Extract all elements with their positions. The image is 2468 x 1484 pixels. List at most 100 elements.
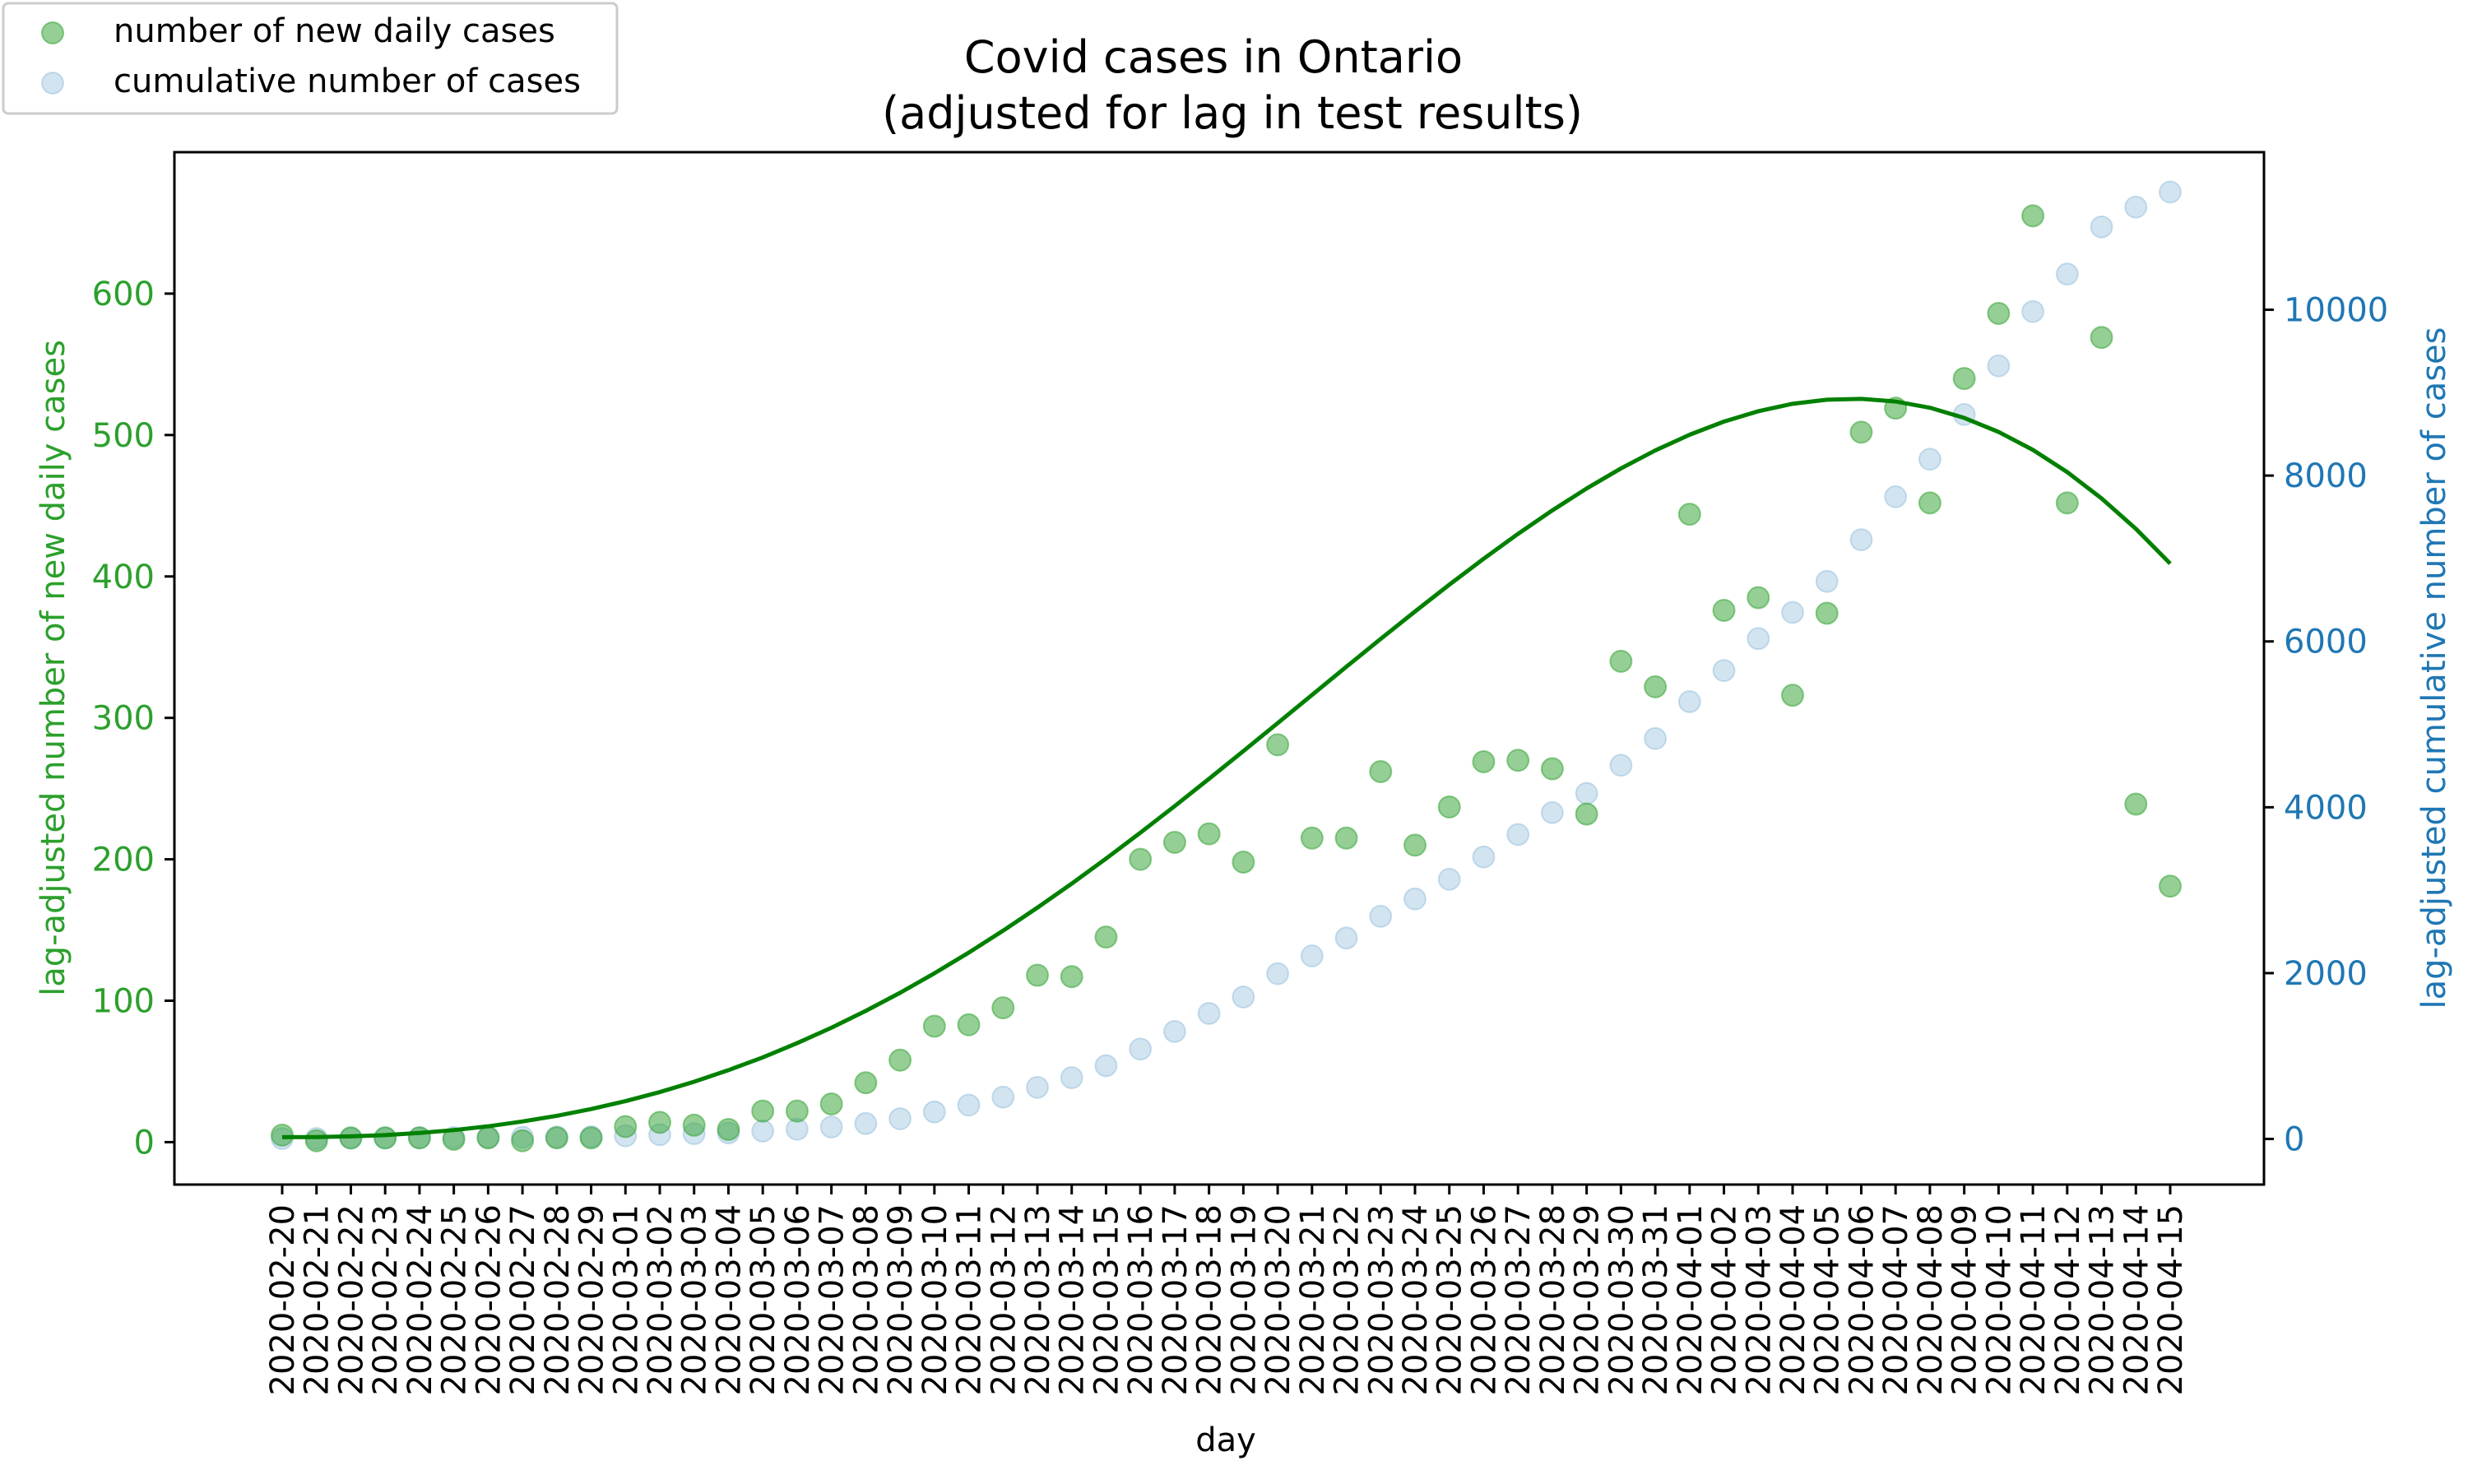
new-daily-cases-point [2021,204,2045,228]
x-axis-tick-label: 2020-03-25 [1431,1204,1469,1395]
new-daily-cases-point [1609,649,1633,673]
trend-line [281,397,2172,1139]
new-daily-cases-point [1575,802,1598,826]
cumulative-cases-point [1026,1075,1049,1099]
chart-title: Covid cases in Ontario [964,31,1463,83]
x-axis-tick-label: 2020-02-28 [539,1204,577,1395]
plot-marks [271,180,2182,1152]
new-daily-cases-point [476,1126,500,1150]
x-axis-tick-label: 2020-02-22 [332,1204,370,1395]
new-daily-cases-point [1987,301,2011,325]
new-daily-cases-point [373,1126,397,1150]
x-axis-tick-label: 2020-03-23 [1362,1204,1400,1395]
x-axis: 2020-02-202020-02-212020-02-222020-02-23… [264,1185,2190,1395]
right-axis-tick-label: 6000 [2284,624,2368,661]
x-axis-tick-label: 2020-04-03 [1740,1204,1778,1395]
x-axis-tick-label: 2020-03-19 [1225,1204,1263,1395]
x-axis-tick-label: 2020-03-21 [1294,1204,1332,1395]
new-daily-cases-point [1747,586,1770,610]
cumulative-cases-point [957,1093,981,1117]
cumulative-cases-point [1815,569,1839,593]
new-daily-cases-point [1129,847,1153,871]
left-axis-tick-label: 200 [92,842,155,879]
cumulative-cases-point [1849,528,1873,552]
x-axis-tick-label: 2020-04-15 [2152,1204,2190,1395]
x-axis-label: day [1195,1421,1256,1459]
x-axis-tick-label: 2020-04-14 [2118,1204,2155,1395]
new-daily-cases-point [785,1099,809,1123]
new-daily-cases-point [1266,733,1290,757]
x-axis-tick-label: 2020-03-18 [1191,1204,1229,1395]
new-daily-cases-point [1026,963,1049,987]
new-daily-cases-point [648,1111,671,1134]
x-axis-tick-label: 2020-02-25 [436,1204,474,1395]
cumulative-cases-point [819,1115,843,1139]
new-daily-cases-point [1472,749,1496,773]
x-axis-tick-label: 2020-03-06 [779,1204,817,1395]
new-daily-cases-point [717,1117,740,1141]
cumulative-cases-point [2055,262,2079,286]
x-axis-tick-label: 2020-02-20 [264,1204,302,1395]
x-axis-tick-label: 2020-04-09 [1946,1204,1984,1395]
x-axis-tick-label: 2020-04-05 [1809,1204,1847,1395]
x-axis-tick-label: 2020-03-01 [607,1204,645,1395]
new-daily-cases-point [1060,965,1083,989]
x-axis-tick-label: 2020-02-24 [401,1204,439,1395]
x-axis-tick-label: 2020-03-04 [710,1204,748,1395]
new-daily-cases-point [1369,760,1393,783]
cumulative-cases-point [1403,887,1427,911]
x-axis-tick-label: 2020-03-26 [1465,1204,1503,1395]
new-daily-cases-point [1403,833,1427,857]
cumulative-cases-point [1300,944,1324,967]
cumulative-cases-point [1060,1066,1083,1090]
new-daily-cases-point [579,1126,603,1150]
new-daily-cases-point [614,1115,638,1139]
cumulative-cases-point [2124,195,2148,219]
left-axis-tick-label: 100 [92,983,155,1021]
right-axis-tick-label: 0 [2284,1121,2304,1159]
cumulative-cases-point [1884,485,1908,508]
new-daily-cases-point [2055,491,2079,515]
new-daily-cases-point [682,1113,706,1137]
new-daily-cases-point [1644,675,1668,698]
left-axis-tick-label: 500 [92,417,155,455]
x-axis-tick-label: 2020-03-30 [1603,1204,1640,1395]
cumulative-cases-point [1369,904,1393,928]
x-axis-tick-label: 2020-03-31 [1637,1204,1675,1395]
cumulative-cases-point [1644,726,1668,750]
new-daily-cases-point [1952,367,1976,391]
left-axis-label: lag-adjusted number of new daily cases [35,340,72,996]
new-daily-cases-point [819,1092,843,1116]
x-axis-tick-label: 2020-03-05 [745,1204,782,1395]
x-axis-tick-label: 2020-03-16 [1122,1204,1160,1395]
right-axis-tick-label: 2000 [2284,955,2368,993]
cumulative-cases-point [1575,781,1598,805]
x-axis-tick-label: 2020-03-27 [1500,1204,1538,1395]
new-daily-cases-point [1506,749,1530,772]
x-axis-tick-label: 2020-02-26 [470,1204,508,1395]
x-axis-tick-label: 2020-03-29 [1569,1204,1607,1395]
cumulative-cases-point [1266,962,1290,985]
x-axis-tick-label: 2020-03-10 [916,1204,954,1395]
right-axis-tick-label: 4000 [2284,789,2368,827]
new-daily-cases-point [545,1126,568,1150]
cumulative-cases-point [888,1106,912,1130]
x-axis-tick-label: 2020-03-20 [1260,1204,1297,1395]
x-axis-tick-label: 2020-03-24 [1397,1204,1435,1395]
new-daily-cases-point [1849,420,1873,444]
new-daily-cases-point [1918,491,1941,515]
x-axis-tick-label: 2020-03-13 [1019,1204,1057,1395]
cumulative-cases-point [2159,180,2182,204]
cumulative-cases-point [1540,800,1564,824]
right-axis-label: lag-adjusted cumulative number of cases [2415,327,2453,1009]
plot-frame [173,151,2266,1186]
new-daily-cases-point [991,996,1015,1020]
new-daily-cases-point [922,1014,946,1038]
x-axis-tick-label: 2020-04-06 [1843,1204,1881,1395]
new-daily-cases-point [1437,795,1461,819]
new-daily-cases-point [1232,851,1255,874]
cumulative-cases-point [1437,867,1461,891]
cumulative-cases-point [1334,926,1358,950]
new-daily-cases-point [854,1071,878,1095]
x-axis-tick-label: 2020-03-07 [814,1204,851,1395]
